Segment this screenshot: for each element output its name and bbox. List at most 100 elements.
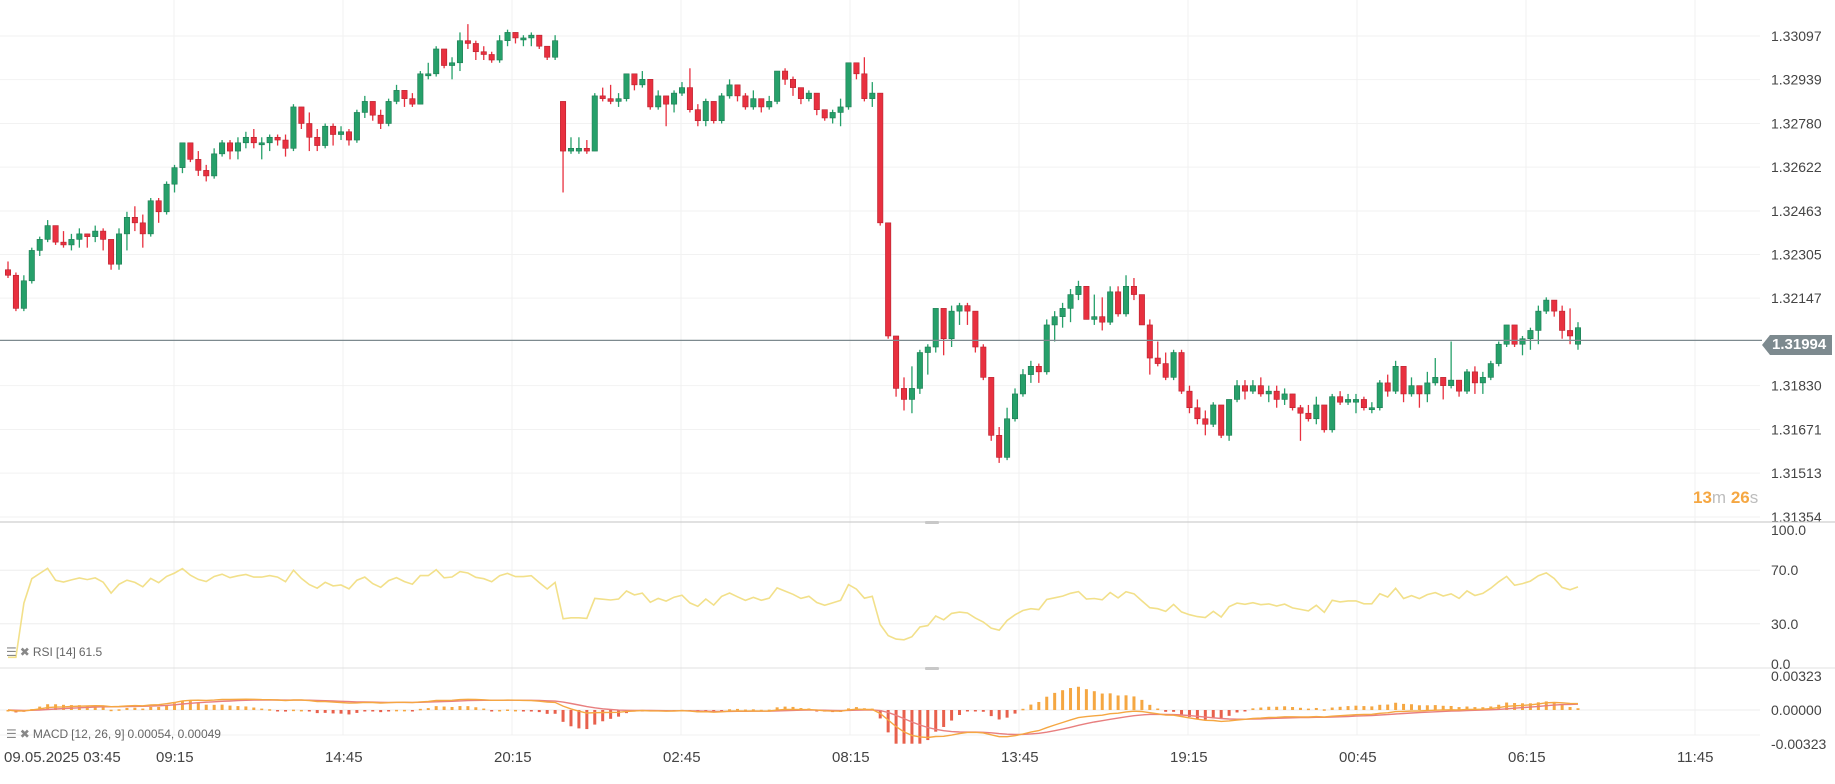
candle[interactable] bbox=[100, 230, 107, 240]
candle[interactable] bbox=[441, 48, 448, 66]
candle[interactable] bbox=[1440, 377, 1447, 386]
candle[interactable] bbox=[5, 269, 11, 276]
candle[interactable] bbox=[1511, 324, 1518, 345]
candle[interactable] bbox=[1305, 412, 1312, 420]
close-icon[interactable]: ✖ bbox=[19, 645, 30, 659]
candle[interactable] bbox=[797, 87, 804, 99]
candle[interactable] bbox=[1241, 385, 1248, 392]
candle[interactable] bbox=[583, 148, 590, 152]
candle[interactable] bbox=[1170, 352, 1177, 378]
candle[interactable] bbox=[1146, 324, 1153, 359]
candle[interactable] bbox=[1004, 418, 1011, 458]
candle[interactable] bbox=[996, 435, 1003, 458]
candle[interactable] bbox=[948, 310, 955, 340]
candle[interactable] bbox=[782, 70, 789, 80]
candle[interactable] bbox=[885, 222, 892, 337]
candle[interactable] bbox=[1186, 390, 1193, 409]
candle[interactable] bbox=[28, 250, 35, 282]
candle[interactable] bbox=[1456, 379, 1463, 392]
candle[interactable] bbox=[575, 148, 582, 152]
candle[interactable] bbox=[766, 101, 773, 108]
candle[interactable] bbox=[306, 123, 313, 138]
candle[interactable] bbox=[433, 48, 440, 75]
candle[interactable] bbox=[924, 346, 931, 353]
candle[interactable] bbox=[1154, 357, 1161, 364]
candle[interactable] bbox=[1012, 393, 1019, 420]
pane-resize-handle[interactable] bbox=[925, 521, 939, 524]
candle[interactable] bbox=[44, 225, 51, 240]
candle[interactable] bbox=[449, 62, 456, 66]
candle[interactable] bbox=[345, 131, 352, 141]
candle[interactable] bbox=[1479, 377, 1486, 384]
candle[interactable] bbox=[956, 305, 963, 312]
candle[interactable] bbox=[282, 139, 289, 149]
candle[interactable] bbox=[940, 308, 947, 340]
candle[interactable] bbox=[68, 239, 75, 246]
candle[interactable] bbox=[1448, 379, 1455, 386]
pane-resize-handle[interactable] bbox=[925, 667, 939, 670]
candle[interactable] bbox=[1202, 418, 1209, 425]
candle[interactable] bbox=[227, 142, 234, 152]
candle[interactable] bbox=[108, 239, 115, 265]
candle[interactable] bbox=[631, 73, 638, 86]
candle[interactable] bbox=[671, 92, 678, 105]
candle[interactable] bbox=[1384, 382, 1391, 392]
candle[interactable] bbox=[694, 109, 701, 122]
candle[interactable] bbox=[1352, 399, 1359, 403]
candle[interactable] bbox=[155, 200, 162, 213]
candle[interactable] bbox=[187, 142, 194, 160]
candle[interactable] bbox=[123, 217, 130, 235]
candle[interactable] bbox=[1226, 399, 1233, 436]
candle[interactable] bbox=[544, 45, 551, 58]
candle[interactable] bbox=[567, 148, 574, 152]
candle[interactable] bbox=[869, 92, 876, 99]
candle[interactable] bbox=[1067, 294, 1074, 309]
candle[interactable] bbox=[163, 183, 170, 213]
candle[interactable] bbox=[488, 54, 495, 61]
candle[interactable] bbox=[893, 335, 900, 389]
candle[interactable] bbox=[409, 98, 416, 105]
candle[interactable] bbox=[813, 92, 820, 110]
candle[interactable] bbox=[916, 352, 923, 389]
candle[interactable] bbox=[1019, 374, 1026, 395]
candle[interactable] bbox=[655, 95, 662, 108]
candle[interactable] bbox=[908, 388, 915, 400]
candle[interactable] bbox=[1075, 285, 1082, 295]
settings-lines-icon[interactable]: ☰ bbox=[6, 727, 17, 741]
candle[interactable] bbox=[1059, 308, 1066, 317]
candle[interactable] bbox=[1107, 291, 1114, 323]
candle[interactable] bbox=[1218, 404, 1225, 436]
candle[interactable] bbox=[591, 95, 598, 152]
candle[interactable] bbox=[972, 310, 979, 348]
candle[interactable] bbox=[1551, 299, 1558, 312]
candle[interactable] bbox=[932, 308, 939, 348]
candle[interactable] bbox=[1138, 294, 1145, 326]
candle[interactable] bbox=[298, 106, 305, 124]
candle[interactable] bbox=[203, 170, 210, 177]
candle[interactable] bbox=[1337, 396, 1344, 403]
candle[interactable] bbox=[242, 136, 249, 144]
candle[interactable] bbox=[552, 40, 559, 58]
candle[interactable] bbox=[1178, 352, 1185, 392]
candle[interactable] bbox=[116, 233, 123, 265]
candle[interactable] bbox=[1035, 366, 1042, 373]
candle[interactable] bbox=[377, 114, 384, 124]
candle[interactable] bbox=[20, 280, 27, 309]
candle[interactable] bbox=[686, 87, 693, 110]
candle[interactable] bbox=[1575, 327, 1581, 345]
candle[interactable] bbox=[1463, 371, 1470, 392]
candle[interactable] bbox=[234, 142, 241, 152]
candle[interactable] bbox=[1257, 385, 1264, 395]
candle[interactable] bbox=[385, 101, 392, 124]
candle[interactable] bbox=[393, 90, 400, 102]
candle[interactable] bbox=[1027, 366, 1034, 375]
candle[interactable] bbox=[988, 377, 995, 436]
candle[interactable] bbox=[504, 32, 511, 41]
candle[interactable] bbox=[750, 98, 757, 108]
candle[interactable] bbox=[1487, 363, 1494, 378]
candle[interactable] bbox=[1519, 338, 1526, 345]
candle[interactable] bbox=[702, 101, 709, 122]
candle[interactable] bbox=[599, 95, 606, 99]
close-icon[interactable]: ✖ bbox=[19, 727, 30, 741]
candle[interactable] bbox=[171, 167, 178, 185]
